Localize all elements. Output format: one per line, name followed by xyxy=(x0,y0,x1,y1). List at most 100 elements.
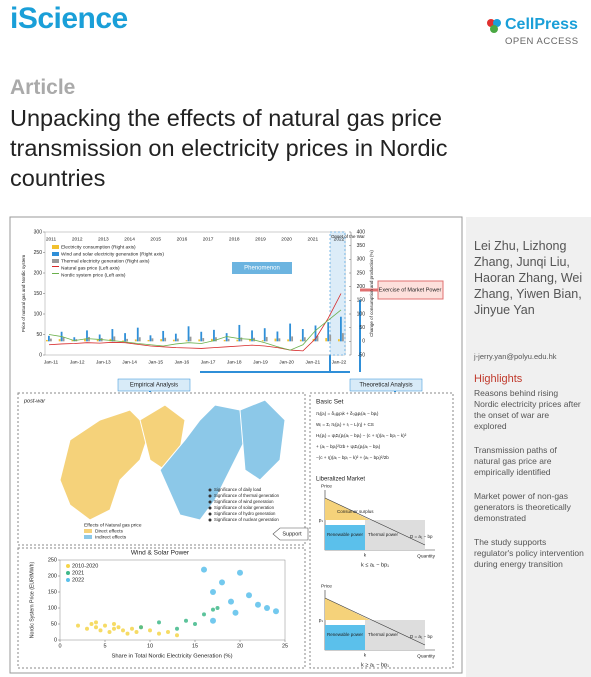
point xyxy=(210,617,216,624)
x-tick-label: Jan-17 xyxy=(201,359,216,365)
formula: + (aᵢ − bpᵢ)²/2b + ψᵢΣᵢ(pᵢ(aᵢ − bpᵢ) xyxy=(316,444,381,449)
x-tick-label: Jan-15 xyxy=(148,359,163,365)
bar xyxy=(58,339,61,342)
sidebar xyxy=(466,217,591,677)
theoretical: Theoretical Analysis xyxy=(359,383,412,389)
bar xyxy=(261,340,264,342)
bar xyxy=(278,338,281,342)
year-label: 2011 xyxy=(46,236,57,242)
highlight-item: The study supports regulator's policy in… xyxy=(474,537,584,569)
y2-tick-label: 300 xyxy=(357,257,366,263)
bar xyxy=(236,339,239,342)
scatter-panel xyxy=(17,547,306,669)
k-label: k xyxy=(364,552,367,558)
year-label: 2016 xyxy=(177,236,188,242)
condition: k ≥ a₁ − bp₁ xyxy=(361,662,389,668)
bar xyxy=(134,339,137,342)
y-tick-label: 150 xyxy=(48,589,57,595)
bar xyxy=(174,333,177,342)
legend-label: Wind and solar electricity generation (R… xyxy=(61,251,164,257)
year-label: 2020 xyxy=(281,236,292,242)
bar xyxy=(301,329,304,342)
x-tick-label: Jan-11 xyxy=(44,359,59,365)
bar xyxy=(289,323,292,342)
bar xyxy=(71,340,74,342)
publisher: CellPress xyxy=(505,16,578,33)
plot-area xyxy=(44,231,346,356)
market: Liberalized Market xyxy=(316,477,365,483)
surplus-label: Consumer surplus xyxy=(337,509,374,514)
market-power: Exercise of Market Power xyxy=(379,287,442,293)
legend-swatch xyxy=(84,535,92,539)
y-tick-label: 100 xyxy=(48,605,57,611)
point xyxy=(228,598,234,605)
point xyxy=(215,606,220,610)
bar xyxy=(96,339,99,342)
bar xyxy=(215,337,217,342)
y-tick-label: 250 xyxy=(34,250,43,256)
y-tick-label: 0 xyxy=(54,637,57,643)
highlights: Reasons behind rising Nordic electricity… xyxy=(474,388,584,583)
point xyxy=(112,622,116,626)
legend-icon xyxy=(208,488,212,492)
point xyxy=(107,630,112,634)
y2-tick-label: 0 xyxy=(362,339,365,345)
bar xyxy=(325,338,328,342)
legend-swatch xyxy=(84,529,92,533)
legend-label: Natural gas price (Left axis) xyxy=(61,265,120,271)
x-tick-label: 20 xyxy=(237,643,243,649)
x-tick-label: Jan-12 xyxy=(70,359,85,365)
point xyxy=(237,569,243,576)
bar xyxy=(164,337,167,342)
bar xyxy=(147,339,150,342)
point xyxy=(210,589,216,595)
point xyxy=(94,625,98,630)
annotation: Onset of the War xyxy=(331,234,365,239)
significance-label: Significance of hydro generation xyxy=(214,511,276,516)
formula: πᵢ(pᵢ) = δ₀gᵢpᵢk + δ₀gᵢpᵢ(aᵢ − bpᵢ) xyxy=(316,411,379,416)
bar xyxy=(299,339,302,342)
bar xyxy=(185,340,188,342)
phenomenon: Phenomenon xyxy=(244,266,280,272)
point xyxy=(202,612,206,617)
map-norway-sweden xyxy=(59,409,151,521)
y-tick-label: 200 xyxy=(34,270,43,276)
p1-label: p₁ xyxy=(319,518,324,523)
k-label: k xyxy=(364,652,367,658)
journal: iScience xyxy=(10,2,128,35)
box xyxy=(232,262,292,274)
bar xyxy=(303,337,306,342)
point xyxy=(232,609,239,616)
legend-swatch xyxy=(52,252,59,256)
x-tick-label: 10 xyxy=(147,643,153,649)
bar xyxy=(160,339,163,342)
formula: −(c + η)(aᵢ − bpᵢ − k)² + (aᵢ − bpᵢ)²/2b xyxy=(316,455,389,460)
map-legend-label: Indirect effects xyxy=(95,534,127,540)
point xyxy=(175,633,179,638)
y2-tick-label: 200 xyxy=(357,284,366,290)
y2-tick-label: 150 xyxy=(357,298,366,304)
bar xyxy=(50,338,52,342)
legend-icon xyxy=(208,512,212,516)
condition: k ≤ a₁ − bp₁ xyxy=(361,562,389,568)
legend-icon xyxy=(208,518,212,522)
bar xyxy=(149,335,152,342)
x-tick-label: Jan-22 xyxy=(332,359,347,365)
y2-tick-label: 400 xyxy=(357,229,366,235)
quantity-label: Quantity xyxy=(417,553,435,559)
x-tick-label: Jan-21 xyxy=(305,359,320,365)
year-label: 2021 xyxy=(307,236,318,242)
x-tick-label: Jan-14 xyxy=(122,359,137,365)
year-label: 2015 xyxy=(150,236,161,242)
price-label: Price xyxy=(321,583,332,589)
bar xyxy=(223,339,226,342)
plot-area xyxy=(59,559,286,641)
legend-swatch xyxy=(66,564,70,568)
point xyxy=(139,625,143,630)
bar xyxy=(342,333,344,342)
point xyxy=(219,579,225,586)
bar xyxy=(62,337,65,342)
y-tick-label: 0 xyxy=(39,352,42,358)
legend-label: 2021 xyxy=(72,570,84,576)
